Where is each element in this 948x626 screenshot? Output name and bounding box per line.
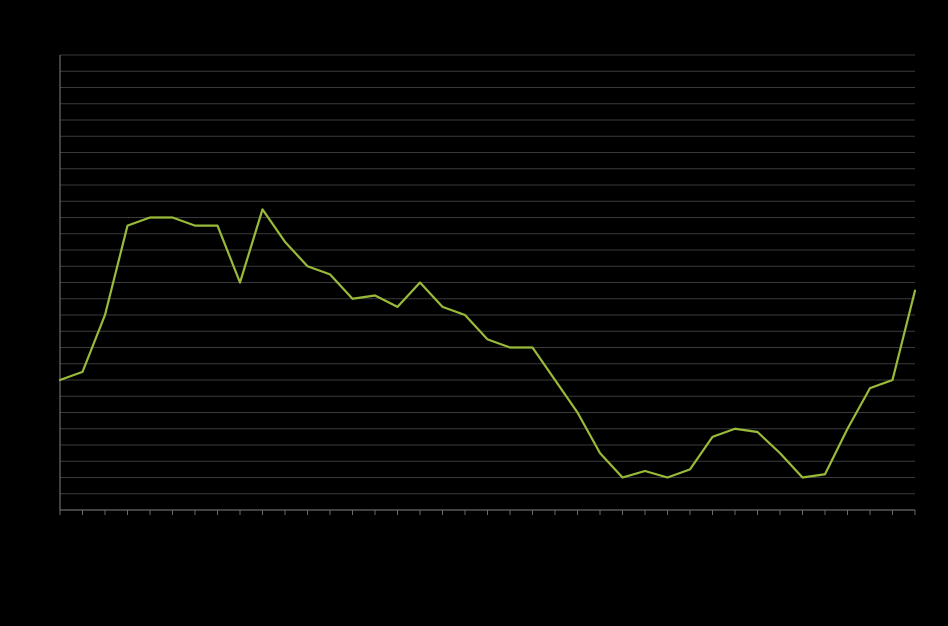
chart-svg <box>0 0 948 621</box>
line-chart <box>0 0 948 626</box>
